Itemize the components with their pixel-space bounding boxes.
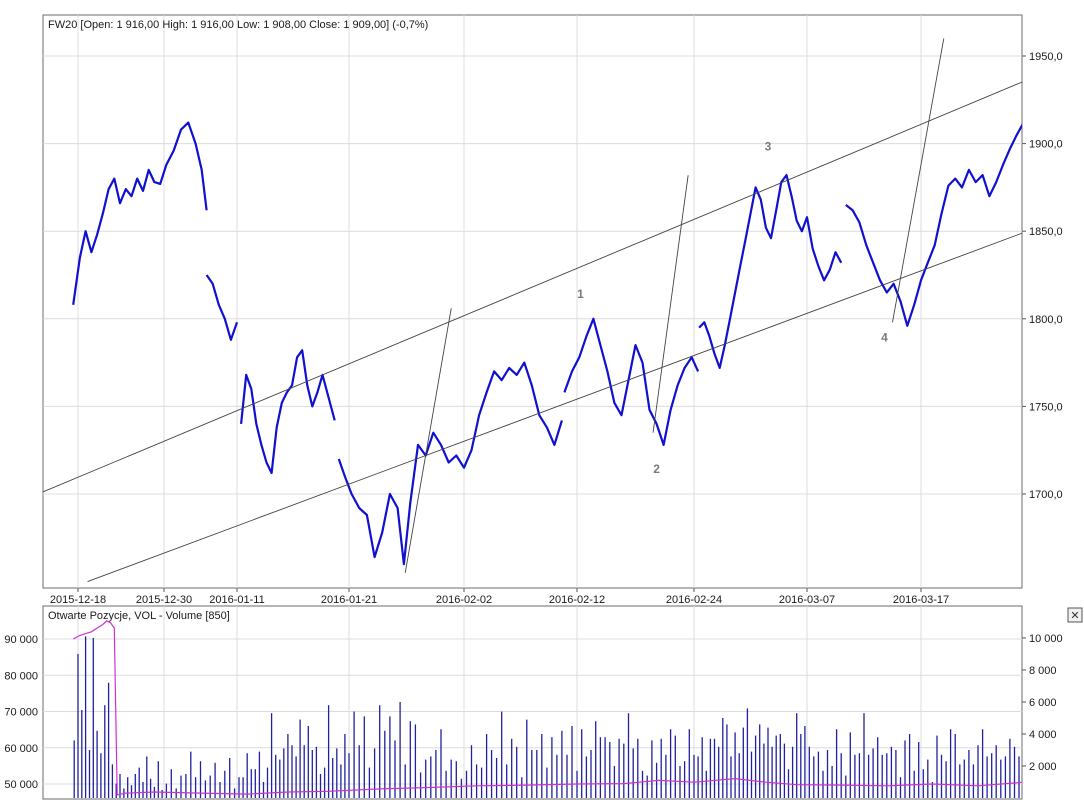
volume-plot-area [42,605,1023,800]
price-header: FW20 [Open: 1 916,00 High: 1 916,00 Low:… [48,19,428,31]
price-x-tick-label: 2016-02-02 [436,594,492,606]
trendline-group [43,38,1022,583]
open-interest-tick-label: 80 000 [4,670,38,682]
trendline [652,175,689,433]
price-x-axis: 2015-12-18 2015-12-30 2016-01-11 2016-01-21… [50,588,949,606]
price-series-segment [563,317,700,446]
price-x-tick-label: 2016-01-11 [209,594,264,606]
volume-tick-label: 4 000 [1029,729,1057,741]
price-y-tick-label: 1800,0 [1029,314,1063,326]
price-x-tick-label: 2016-01-21 [321,594,377,606]
wave-label-group: 12345 [577,140,888,476]
volume-tick-label: 2 000 [1029,761,1057,773]
trendline [87,232,1022,583]
trendline [892,38,945,323]
open-interest-line [72,620,1022,796]
price-y-tick-label: 1950,0 [1029,51,1063,63]
price-series-group [72,121,1022,566]
close-icon[interactable]: ✕ [1070,610,1079,622]
wave-label-4: 4 [881,331,888,345]
price-series-segment [845,123,1022,327]
wave-label-2: 2 [653,462,660,476]
open-interest-tick-label: 60 000 [4,743,38,755]
price-x-tick-label: 2016-02-12 [549,594,605,606]
price-y-tick-label: 1750,0 [1029,401,1063,413]
open-interest-line-group [72,620,1022,796]
price-grid [43,15,1022,588]
price-x-tick-label: 2015-12-30 [136,594,192,606]
open-interest-tick-label: 90 000 [4,634,38,646]
price-y-tick-label: 1700,0 [1029,489,1063,501]
price-x-tick-label: 2015-12-18 [50,594,106,606]
price-plot-area [42,14,1023,589]
trendline [404,308,452,573]
price-x-tick-label: 2016-03-07 [779,594,835,606]
close-button-box[interactable] [1067,607,1083,623]
trendline [43,81,1022,493]
open-interest-axis: 50 000 60 000 70 000 80 000 90 000 [4,634,38,791]
volume-bars-group [73,636,1020,798]
price-series-segment [337,361,563,566]
price-series-segment [240,349,336,475]
price-y-tick-label: 1850,0 [1029,226,1063,238]
price-y-axis: 1700,0 1750,0 1800,0 1850,0 1900,0 1950,0 [1022,51,1063,501]
open-interest-tick-label: 50 000 [4,779,38,791]
price-x-tick-label: 2016-02-24 [666,594,722,606]
wave-label-1: 1 [577,287,584,301]
volume-tick-label: 8 000 [1029,665,1057,677]
price-x-tick-label: 2016-03-17 [893,594,949,606]
close-panel-button[interactable]: ✕ [1067,607,1083,623]
volume-tick-label: 6 000 [1029,697,1057,709]
volume-grid [43,606,1022,799]
price-y-tick-label: 1900,0 [1029,139,1063,151]
price-series-segment [205,274,239,341]
volume-header: Otwarte Pozycje, VOL - Volume [850] [48,610,230,622]
price-series-segment [698,174,843,369]
wave-label-3: 3 [765,140,772,154]
volume-tick-label: 10 000 [1029,633,1063,645]
open-interest-tick-label: 70 000 [4,707,38,719]
price-series-segment [72,121,208,305]
volume-axis: 2 000 4 000 6 000 8 000 10 000 [1022,633,1063,773]
